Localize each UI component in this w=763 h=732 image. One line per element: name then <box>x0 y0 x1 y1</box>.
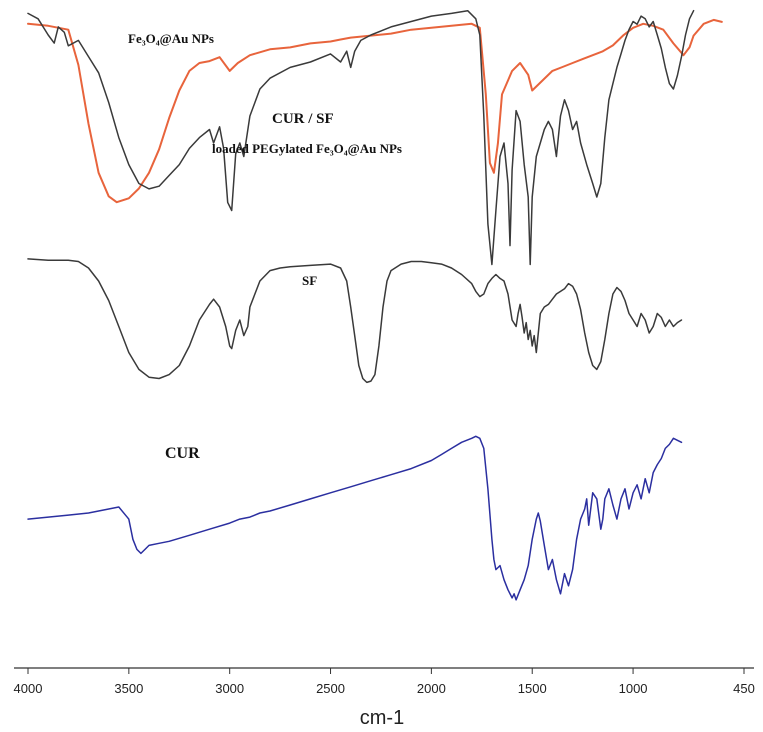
series-line-2 <box>27 258 683 384</box>
x-tick-label: 4000 <box>14 681 43 696</box>
series-layer <box>27 9 723 601</box>
label-sf: SF <box>302 273 317 288</box>
x-axis-ticks: 4000 3500 3000 2500 2000 1500 1000 450 <box>14 668 755 696</box>
label-cur: CUR <box>165 445 200 462</box>
label-cur-sf: CUR / SF <box>272 111 334 127</box>
x-tick-label: 450 <box>733 681 755 696</box>
series-labels: Fe₃O₄@Au NPs CUR / SF loaded PEGylated F… <box>128 31 402 462</box>
label-loaded-pegylated: loaded PEGylated Fe₃O₄@Au NPs <box>212 141 402 156</box>
x-tick-label: 2500 <box>316 681 345 696</box>
x-axis: 4000 3500 3000 2500 2000 1500 1000 450 cm-1 <box>14 667 755 729</box>
x-tick-label: 3500 <box>114 681 143 696</box>
series-line-1 <box>27 9 695 266</box>
x-axis-title: cm-1 <box>360 707 404 729</box>
x-tick-label: 1500 <box>518 681 547 696</box>
x-tick-label: 1000 <box>619 681 648 696</box>
label-fe3o4-au-nps: Fe₃O₄@Au NPs <box>128 31 214 46</box>
series-line-3 <box>27 435 683 601</box>
series-line-0 <box>27 18 723 204</box>
x-tick-label: 2000 <box>417 681 446 696</box>
x-tick-label: 3000 <box>215 681 244 696</box>
